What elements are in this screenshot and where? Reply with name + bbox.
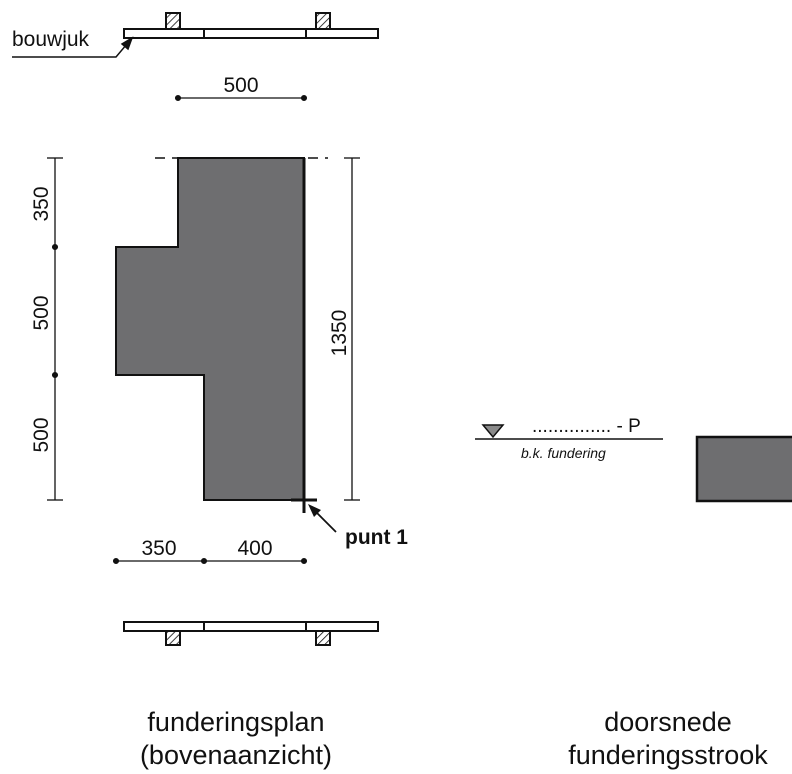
- left-dimension-upper: 350: [30, 186, 53, 221]
- right-dimension-label: 1350: [328, 310, 351, 357]
- bouwjuk-leader: [12, 36, 134, 58]
- top-dimension-line: [174, 94, 308, 102]
- top-left-post: [165, 12, 181, 30]
- foundation-section-strip: [695, 435, 792, 503]
- bottom-dimension-left: 350: [141, 537, 176, 560]
- plan-caption-line1: funderingsplan: [147, 707, 324, 737]
- level-caption: b.k. fundering: [521, 445, 606, 461]
- left-dimension-lower: 500: [30, 417, 53, 452]
- top-right-post: [315, 12, 331, 30]
- left-dimension-middle: 500: [30, 295, 53, 330]
- bottom-dimension-chain: [112, 557, 308, 565]
- bottom-left-post: [165, 630, 181, 646]
- foundation-plan-shape: [115, 157, 305, 501]
- left-dimension-chain: [47, 157, 63, 501]
- top-batter-board: [123, 12, 379, 39]
- bottom-right-post: [315, 630, 331, 646]
- plan-caption-line2: (bovenaanzicht): [140, 740, 332, 770]
- top-dimension-label: 500: [223, 74, 258, 97]
- bouwjuk-label: bouwjuk: [12, 28, 90, 51]
- punt-1-marker: [291, 488, 317, 513]
- bottom-dimension-right: 400: [237, 537, 272, 560]
- section-caption-line2: funderingsstrook: [568, 740, 768, 770]
- right-dimension-line: [344, 157, 360, 501]
- level-triangle-icon: [481, 424, 505, 439]
- level-value-label: ............... - P: [532, 416, 641, 437]
- bottom-batter-board: [123, 621, 379, 646]
- punt-1-arrow: [308, 504, 337, 533]
- section-caption-line1: doorsnede: [604, 707, 732, 737]
- punt-1-label: punt 1: [345, 526, 408, 549]
- level-marker: [475, 424, 663, 440]
